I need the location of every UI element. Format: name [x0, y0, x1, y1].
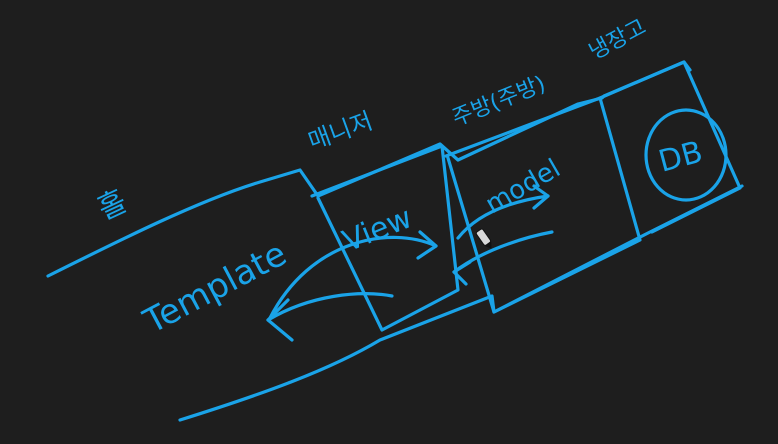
view-label: View	[338, 200, 417, 259]
lower-boundary-line	[178, 184, 744, 422]
view-box	[310, 144, 460, 332]
view-model-arrow-bottom	[452, 230, 554, 274]
template-label: Template	[137, 234, 294, 343]
db-box	[598, 60, 742, 234]
model-label: model	[481, 154, 566, 220]
home-label: 홀	[93, 184, 133, 227]
db-label: DB	[655, 135, 706, 180]
model-arrow-right-head	[532, 184, 550, 210]
view-model-arrow-top	[456, 194, 550, 240]
template-view-arrow-bottom	[266, 292, 394, 322]
fridge-label: 냉장고	[585, 15, 650, 66]
template-view-arrow-top	[268, 235, 438, 320]
manager-label: 매니저	[304, 107, 376, 156]
upper-boundary-line	[46, 60, 692, 278]
labels-layer: 홀 매니저 주방(주방) 냉장고 Template View model DB	[93, 15, 707, 343]
sketch-strokes	[46, 60, 744, 422]
db-circle	[644, 108, 728, 202]
arrow-right-head	[416, 230, 438, 260]
model-box	[444, 96, 642, 314]
arrow-left-head	[266, 298, 294, 342]
pen-cursor-icon	[475, 228, 492, 249]
model-arrow-left-head	[452, 260, 472, 286]
